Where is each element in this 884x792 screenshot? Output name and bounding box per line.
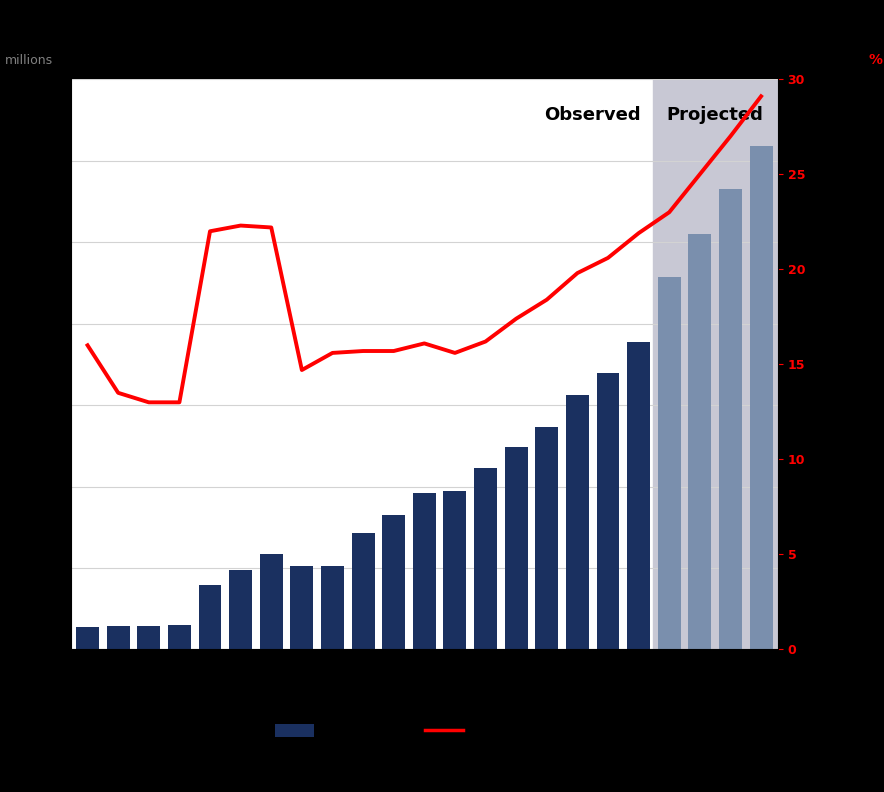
Bar <box>689 234 712 649</box>
Text: %: % <box>868 53 882 67</box>
Bar <box>199 585 222 649</box>
X-axis label: Census year: Census year <box>372 700 476 715</box>
Legend: Number, Percentage: Number, Percentage <box>270 718 579 744</box>
Bar <box>413 493 436 649</box>
Bar <box>107 626 130 649</box>
Bar <box>474 468 497 649</box>
Bar <box>321 565 344 649</box>
Bar <box>260 554 283 649</box>
Bar <box>137 626 160 649</box>
Bar <box>444 490 467 649</box>
Bar <box>653 79 777 649</box>
Bar <box>658 276 681 649</box>
Bar <box>750 147 773 649</box>
Bar <box>229 569 252 649</box>
Text: Observed: Observed <box>545 105 641 124</box>
Bar <box>597 373 620 649</box>
Bar <box>505 447 528 649</box>
Text: Projected: Projected <box>667 105 764 124</box>
Bar <box>76 627 99 649</box>
Bar <box>290 566 313 649</box>
Text: millions: millions <box>4 55 52 67</box>
Bar <box>627 342 650 649</box>
Bar <box>382 515 405 649</box>
Bar <box>566 395 589 649</box>
Bar <box>168 625 191 649</box>
Bar <box>352 533 375 649</box>
Bar <box>536 428 559 649</box>
Bar <box>719 189 742 649</box>
